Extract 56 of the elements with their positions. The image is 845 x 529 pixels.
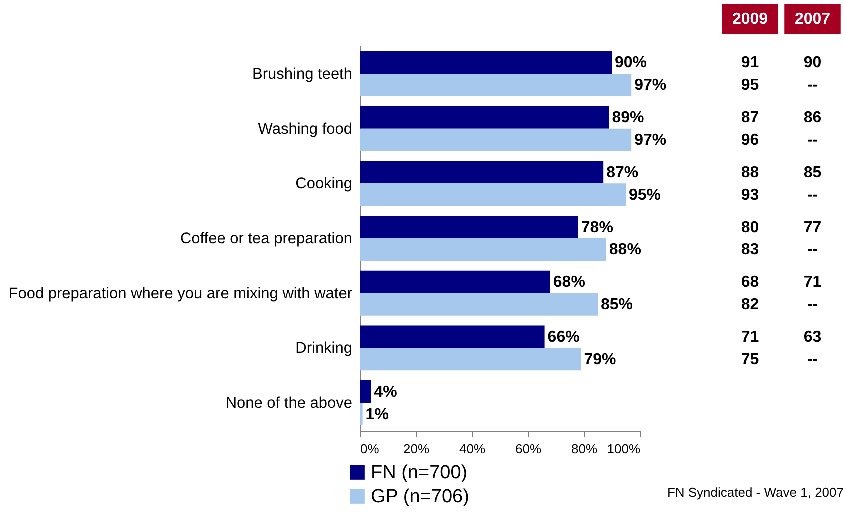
y-tick-label: Food preparation where you are mixing with water — [8, 285, 352, 302]
data-label: 79% — [584, 351, 616, 368]
y-tick-label: None of the above — [226, 395, 352, 412]
text: -- — [807, 242, 818, 259]
text: 75 — [741, 351, 760, 368]
y-tick-label: Cooking — [296, 176, 352, 193]
text: -- — [807, 132, 818, 150]
text: 96 — [741, 132, 760, 150]
text: -- — [807, 296, 818, 314]
text: -- — [807, 186, 818, 204]
text: 2009 — [732, 11, 768, 28]
data-label: 97% — [634, 132, 667, 150]
x-tick-label: 20% — [403, 442, 430, 456]
data-label: 85% — [601, 296, 634, 314]
text: 85 — [804, 164, 822, 182]
data-label: 95% — [629, 186, 662, 204]
text: 68 — [741, 274, 760, 292]
x-tick-label: 40% — [459, 442, 486, 456]
text: -- — [807, 351, 818, 368]
text: 71 — [741, 328, 760, 346]
text: 80 — [741, 219, 760, 236]
data-label: 88% — [609, 242, 642, 259]
text: 77 — [804, 219, 822, 236]
legend-label: FN (n=700) — [371, 462, 468, 484]
data-label: 90% — [615, 54, 648, 72]
y-tick-label: Washing food — [258, 120, 352, 138]
text: 88 — [741, 164, 760, 182]
text: 71 — [804, 274, 822, 292]
text: 90 — [804, 54, 822, 72]
x-tick-label: 0% — [360, 442, 380, 456]
y-tick-label: Coffee or tea preparation — [180, 230, 352, 248]
text: 2007 — [794, 11, 831, 28]
data-label: 87% — [606, 164, 639, 182]
x-tick-label: 80% — [571, 442, 598, 456]
text: 93 — [741, 186, 760, 204]
x-tick-label: 60% — [515, 442, 542, 456]
data-label: 78% — [581, 219, 614, 236]
data-label: 89% — [612, 110, 644, 127]
text: 86 — [804, 110, 822, 127]
data-label: 97% — [634, 77, 667, 94]
text: -- — [807, 77, 818, 94]
text: 91 — [741, 54, 760, 72]
text: 87 — [741, 110, 760, 127]
data-label: 66% — [548, 328, 580, 346]
text: 83 — [741, 242, 760, 259]
data-label: 1% — [366, 406, 389, 424]
text: 95 — [741, 77, 760, 94]
data-label: 68% — [553, 274, 586, 292]
text: FN Syndicated - Wave 1, 2007 — [667, 485, 844, 500]
y-tick-label: Brushing teeth — [252, 66, 352, 83]
data-label: 4% — [374, 384, 398, 401]
text: 82 — [741, 296, 760, 314]
y-tick-label: Drinking — [296, 340, 352, 358]
x-tick-label: 100% — [607, 442, 641, 456]
legend-label: GP (n=706) — [371, 486, 470, 508]
text: 63 — [804, 328, 822, 346]
